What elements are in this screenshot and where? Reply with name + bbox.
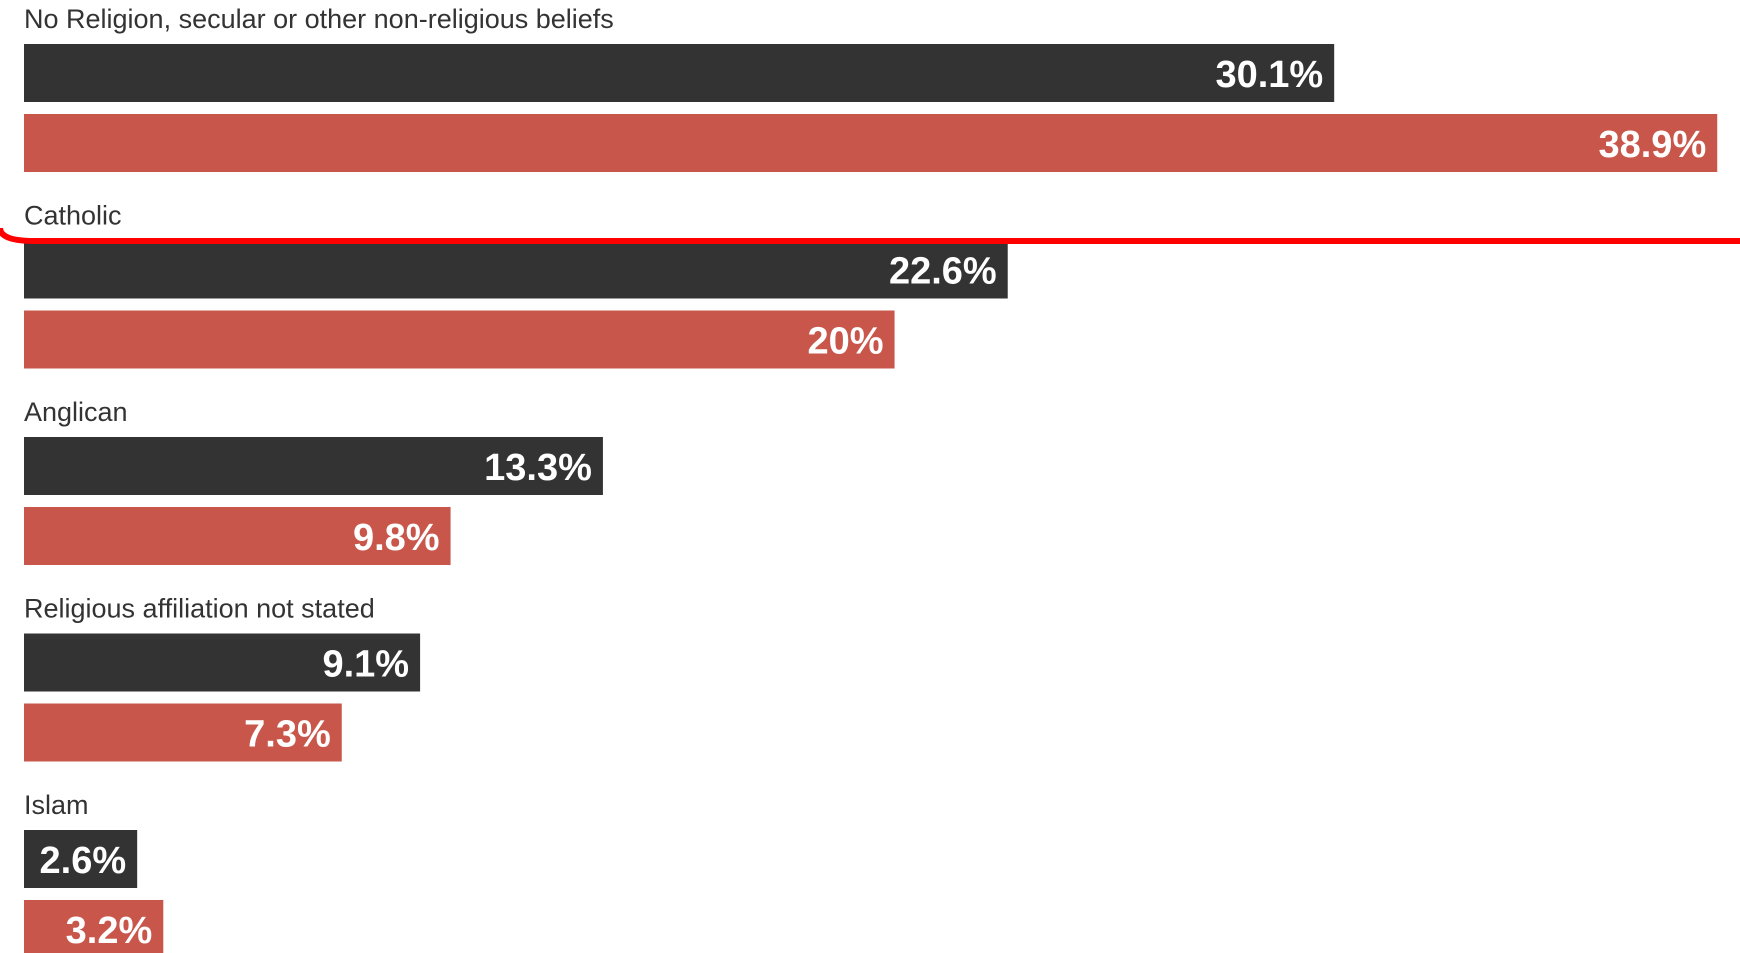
bar-no-religion-secular-or-other-non-religious-beliefs-series-2 [24,114,1718,172]
value-label-religious-affiliation-not-stated-series-1: 9.1% [322,644,409,686]
bar-religious-affiliation-not-stated-series-1 [24,633,421,692]
value-label-no-religion-secular-or-other-non-religious-beliefs-series-2: 38.9% [1598,124,1706,166]
red-annotation-outline [0,227,1740,244]
value-label-islam-series-2: 3.2% [66,910,153,952]
bar-catholic-series-1 [24,240,1008,299]
value-label-anglican-series-1: 13.3% [484,447,592,489]
bar-islam-series-2 [24,900,164,953]
category-label-no-religion-secular-or-other-non-religious-beliefs: No Religion, secular or other non-religi… [24,4,614,34]
bar-anglican-series-1 [24,437,603,495]
bar-catholic-series-2 [24,310,895,369]
bar-no-religion-secular-or-other-non-religious-beliefs-series-1 [24,44,1335,102]
value-label-religious-affiliation-not-stated-series-2: 7.3% [244,714,331,756]
bar-anglican-series-2 [24,507,451,565]
value-label-islam-series-1: 2.6% [40,840,127,882]
category-label-catholic: Catholic [24,201,122,231]
bars-layer: No Religion, secular or other non-religi… [24,4,1718,953]
value-label-catholic-series-1: 22.6% [889,251,997,293]
category-label-anglican: Anglican [24,397,128,427]
category-label-islam: Islam [24,790,89,820]
value-label-catholic-series-2: 20% [807,321,883,363]
category-label-religious-affiliation-not-stated: Religious affiliation not stated [24,594,375,624]
bar-religious-affiliation-not-stated-series-2 [24,703,342,762]
bar-islam-series-1 [24,830,138,888]
value-label-no-religion-secular-or-other-non-religious-beliefs-series-1: 30.1% [1215,54,1323,96]
value-label-anglican-series-2: 9.8% [353,517,440,559]
